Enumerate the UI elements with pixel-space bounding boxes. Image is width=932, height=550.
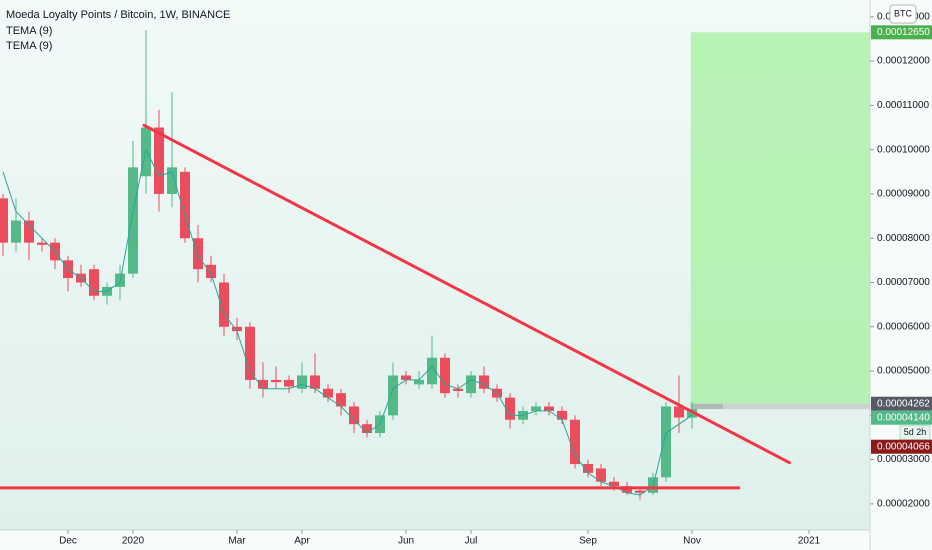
x-tick-label: Jun xyxy=(398,536,414,547)
y-tick-label: 0.00012000 xyxy=(877,56,930,67)
candle-body xyxy=(661,406,671,478)
candle-body xyxy=(219,282,229,327)
price-label-bg xyxy=(871,410,932,425)
candle-body xyxy=(401,375,411,380)
y-tick-label: 0.00007000 xyxy=(877,277,930,288)
price-label-bg xyxy=(871,396,932,411)
candle-body xyxy=(258,379,268,389)
candle-body xyxy=(609,481,619,487)
candle-body xyxy=(180,171,190,239)
price-label: 0.00004262 xyxy=(877,398,930,409)
candle-body xyxy=(349,406,359,425)
candle-body xyxy=(271,379,281,383)
candle-body xyxy=(388,375,398,416)
candle-body xyxy=(531,406,541,411)
price-label: 0.00004140 xyxy=(877,412,930,423)
candle-body xyxy=(622,486,632,493)
price-label-bg xyxy=(871,439,932,454)
candle-body xyxy=(544,406,554,411)
x-tick-label: Apr xyxy=(294,536,310,547)
candle-body xyxy=(37,242,47,245)
candle-body xyxy=(0,198,8,243)
candle-body xyxy=(323,388,333,398)
candle-body xyxy=(570,419,580,465)
target-zone xyxy=(690,32,870,404)
y-tick-label: 0.00002000 xyxy=(877,499,930,510)
candle-body xyxy=(583,464,593,473)
candle-body xyxy=(128,167,138,274)
candle-body xyxy=(193,238,203,270)
y-tick-label: 0.00009000 xyxy=(877,189,930,200)
y-tick-label: 0.00003000 xyxy=(877,454,930,465)
candle-body xyxy=(336,393,346,407)
price-axis-background xyxy=(870,0,932,550)
y-tick-label: 0.00008000 xyxy=(877,233,930,244)
candle-body xyxy=(167,167,177,194)
candle-body xyxy=(674,406,684,418)
candle-body xyxy=(154,127,164,194)
candle-body xyxy=(596,468,606,482)
candle-body xyxy=(440,357,450,394)
indicator-label: TEMA (9) xyxy=(6,25,52,37)
candle-body xyxy=(414,379,424,385)
candle-body xyxy=(297,375,307,389)
candle-body xyxy=(635,490,645,493)
price-label-bg xyxy=(871,25,932,40)
candle-body xyxy=(245,326,255,380)
candle-body xyxy=(479,375,489,389)
candle-body xyxy=(362,424,372,434)
y-tick-label: 0.00005000 xyxy=(877,366,930,377)
candle-body xyxy=(453,388,463,391)
candle-body xyxy=(232,326,242,332)
candle-body xyxy=(557,410,567,420)
x-tick-label: Nov xyxy=(683,536,701,547)
x-tick-label: Dec xyxy=(59,536,77,547)
x-tick-label: 2021 xyxy=(798,536,821,547)
x-tick-label: Jul xyxy=(465,536,478,547)
price-label: 0.00004066 xyxy=(877,441,930,452)
candle-body xyxy=(284,379,294,387)
candle-body xyxy=(11,220,21,243)
candle-body xyxy=(505,397,515,420)
y-tick-label: 0.00011000 xyxy=(877,100,930,111)
x-tick-label: Sep xyxy=(579,536,597,547)
time-axis-background xyxy=(0,530,870,550)
candle-body xyxy=(24,220,34,243)
candle-body xyxy=(466,375,476,394)
entry-band-right xyxy=(723,403,870,410)
currency-badge[interactable] xyxy=(889,4,917,24)
currency-badge-text[interactable]: BTC xyxy=(894,8,913,18)
candle-body xyxy=(427,357,437,385)
price-label: 0.00012650 xyxy=(877,27,930,38)
x-tick-label: 2020 xyxy=(122,536,145,547)
candle-body xyxy=(310,375,320,389)
indicator-label: TEMA (9) xyxy=(6,40,52,52)
candle-body xyxy=(89,269,99,296)
chart-title: Moeda Loyalty Points / Bitcoin, 1W, BINA… xyxy=(6,9,230,21)
entry-band xyxy=(690,403,724,410)
trendline xyxy=(142,123,791,465)
candle-body xyxy=(206,264,216,279)
x-tick-label: Mar xyxy=(228,536,246,547)
tema-line xyxy=(2,148,693,496)
countdown: 5d 2h xyxy=(904,427,927,437)
y-tick-label: 0.00006000 xyxy=(877,321,930,332)
y-tick-label: 0.00010000 xyxy=(877,144,930,155)
